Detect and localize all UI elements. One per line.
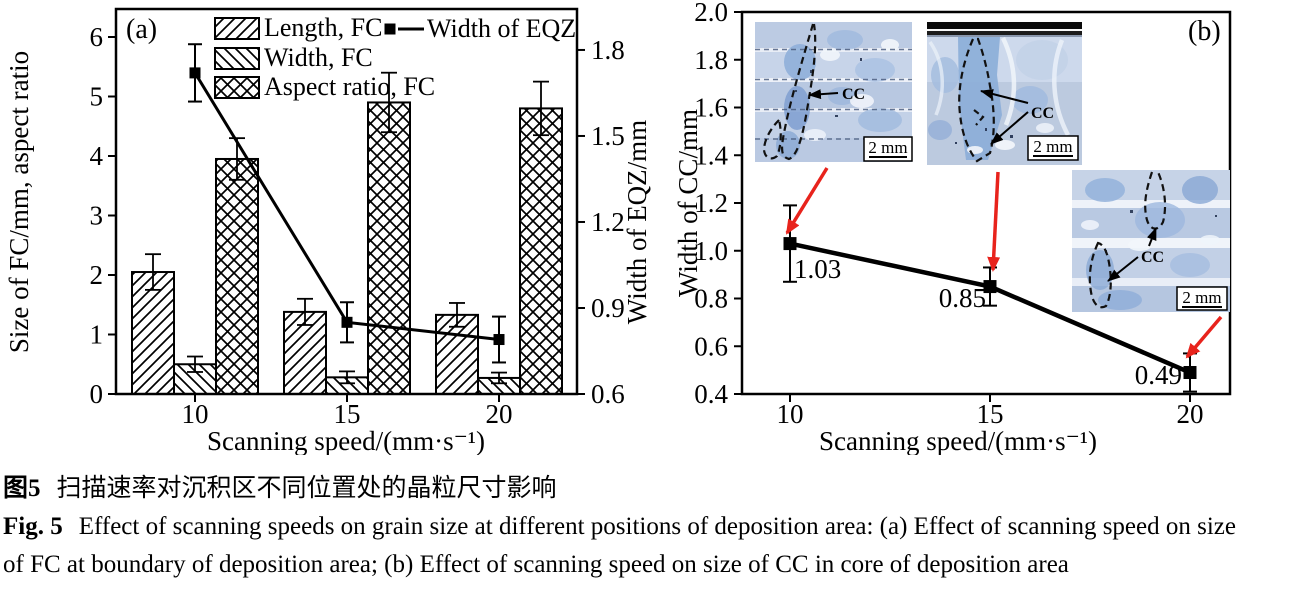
- xtick-label: 20: [1177, 399, 1204, 429]
- ytick-right-label: 1.2: [591, 207, 625, 237]
- ytick-label: 0.4: [694, 379, 728, 409]
- ytick-left-label: 0: [90, 379, 104, 409]
- ytick-left-label: 4: [90, 141, 104, 171]
- bar-aspect-ratio-fc: [367, 101, 411, 395]
- chart-a-ylabel-right: Width of EQZ/mm: [622, 120, 652, 324]
- cc-grain-outline: [973, 109, 985, 126]
- bar-aspect-ratio-fc: [215, 157, 259, 395]
- ytick-right-label: 1.8: [591, 35, 625, 65]
- legend-label-width-fc: Width, FC: [264, 43, 373, 72]
- cc-marker: [1183, 366, 1197, 380]
- ytick-left-label: 5: [90, 82, 104, 112]
- ytick-left-label: 2: [90, 260, 104, 290]
- figure-caption: 图5 扫描速率对沉积区不同位置处的晶粒尺寸影响 Fig. 5 Effect of s…: [3, 470, 1300, 584]
- point-label-15: 0.85: [939, 283, 986, 313]
- caption-zh-text: 扫描速率对沉积区不同位置处的晶粒尺寸影响: [56, 475, 557, 502]
- red-arrow-to-point-10: [785, 167, 829, 235]
- caption-line-en-1: Fig. 5 Effect of scanning speeds on grain…: [3, 508, 1300, 546]
- ytick-label: 1.4: [694, 140, 728, 170]
- legend-label-length-fc: Length, FC: [264, 13, 382, 42]
- point-label-10: 1.03: [794, 254, 841, 284]
- ytick-label: 1.8: [694, 45, 728, 75]
- legend-swatch-aspect-ratio-fc: [214, 76, 260, 99]
- scale-bar-label-1: 2 mm: [868, 138, 907, 157]
- xtick-label: 15: [977, 399, 1004, 429]
- ytick-label: 0.6: [694, 331, 728, 361]
- xtick-label: 20: [486, 399, 513, 429]
- chart-a-axes-ticks: 0 1 2 3 4 5 6 0.6 0.9 1.2 1.5 1.8 10 15 20: [90, 22, 625, 429]
- caption-en-label: Fig. 5: [3, 513, 63, 540]
- legend-label-aspect-ratio-fc: Aspect ratio, FC: [264, 72, 435, 101]
- xtick-label: 15: [334, 399, 361, 429]
- ytick-left-label: 6: [90, 22, 104, 52]
- figure-panels: 0 1 2 3 4 5 6 0.6 0.9 1.2 1.5 1.8 10 15 20 (a) Length,…: [4, 0, 1232, 455]
- chart-b-ylabel: Width of CC/mm: [673, 109, 703, 297]
- chart-a-legend: Length, FC Width, FC Aspect ratio, FC Wi…: [214, 13, 576, 101]
- eqz-marker: [493, 334, 505, 346]
- xtick-label: 10: [777, 399, 804, 429]
- micrograph-2-image: [927, 22, 1082, 165]
- cc-pointer-arrow: [1146, 227, 1157, 247]
- scale-bar-box-3: [1176, 286, 1228, 311]
- cc-pointer-arrow: [1107, 256, 1139, 282]
- caption-line-en-2: of FC at boundary of deposition area; (b…: [3, 546, 1300, 584]
- inset-micrograph-1: CC 2 mm: [755, 22, 913, 162]
- cc-pointer-arrow: [808, 89, 839, 100]
- ytick-label: 1.2: [694, 188, 728, 218]
- ytick-right-label: 0.6: [591, 379, 625, 409]
- cc-annotation-1: CC: [842, 86, 865, 103]
- bar-aspect-ratio-fc: [519, 107, 563, 396]
- chart-a-eqz-line: [188, 43, 506, 364]
- caption-line-zh: 图5 扫描速率对沉积区不同位置处的晶粒尺寸影响: [3, 470, 1300, 508]
- scale-bar-label-2: 2 mm: [1033, 137, 1072, 156]
- chart-a-ylabel-left: Size of FC/mm, aspect ratio: [4, 51, 34, 353]
- inset-micrograph-3: CC 2 mm: [1072, 170, 1230, 312]
- cc-grain-outline: [781, 23, 817, 161]
- ytick-right-label: 0.9: [591, 293, 625, 323]
- eqz-marker: [341, 316, 353, 328]
- red-arrow-to-point-15: [987, 171, 1001, 272]
- chart-b-axes-ticks: 0.4 0.6 0.8 1.0 1.2 1.4 1.6 1.8 2.0 10 15 20: [694, 0, 1203, 429]
- cc-pointer-arrow: [990, 111, 1029, 145]
- chart-a-bars: [131, 71, 563, 396]
- point-label-20: 0.49: [1135, 360, 1182, 390]
- inset-micrograph-2: CC 2 mm: [927, 22, 1082, 165]
- bar-length-fc: [435, 313, 479, 395]
- chart-b-xlabel: Scanning speed/(mm·s⁻¹): [819, 426, 1097, 455]
- chart-a-xlabel: Scanning speed/(mm·s⁻¹): [207, 426, 485, 455]
- cc-annotation-2: CC: [1031, 105, 1054, 122]
- cc-marker: [983, 280, 997, 294]
- chart-b: 0.4 0.6 0.8 1.0 1.2 1.4 1.6 1.8 2.0 10 15 20 (b): [673, 0, 1232, 455]
- legend-label-eqz: Width of EQZ: [427, 14, 576, 43]
- ytick-label: 0.8: [694, 284, 728, 314]
- cc-annotation-3: CC: [1141, 249, 1164, 266]
- ytick-label: 1.6: [694, 93, 728, 123]
- ytick-left-label: 3: [90, 201, 104, 231]
- caption-zh-label: 图5: [3, 475, 41, 502]
- panel-a-label: (a): [126, 14, 157, 45]
- ytick-label: 2.0: [694, 0, 728, 27]
- ytick-right-label: 1.5: [591, 121, 625, 151]
- caption-en-text-1: Effect of scanning speeds on grain size …: [78, 513, 1236, 540]
- panel-b-label: (b): [1188, 16, 1221, 47]
- bar-length-fc: [131, 271, 175, 395]
- cc-grain-outline: [762, 119, 782, 160]
- xtick-label: 10: [182, 399, 209, 429]
- ytick-left-label: 1: [90, 320, 104, 350]
- scale-bar-label-3: 2 mm: [1182, 288, 1221, 307]
- ytick-label: 1.0: [694, 236, 728, 266]
- legend-marker-eqz: [384, 23, 396, 35]
- red-arrow-to-point-20: [1185, 315, 1223, 359]
- cc-grain-outline: [958, 37, 995, 163]
- cc-marker: [783, 237, 797, 251]
- legend-swatch-length-fc: [214, 17, 260, 40]
- caption-en-text-2: of FC at boundary of deposition area; (b…: [3, 551, 1069, 578]
- cc-grain-outline: [1088, 241, 1112, 309]
- legend-swatch-width-fc: [214, 47, 260, 70]
- eqz-marker: [189, 67, 201, 79]
- chart-a: 0 1 2 3 4 5 6 0.6 0.9 1.2 1.5 1.8 10 15 20 (a) Length,…: [4, 7, 652, 455]
- cc-pointer-arrow: [980, 89, 1029, 104]
